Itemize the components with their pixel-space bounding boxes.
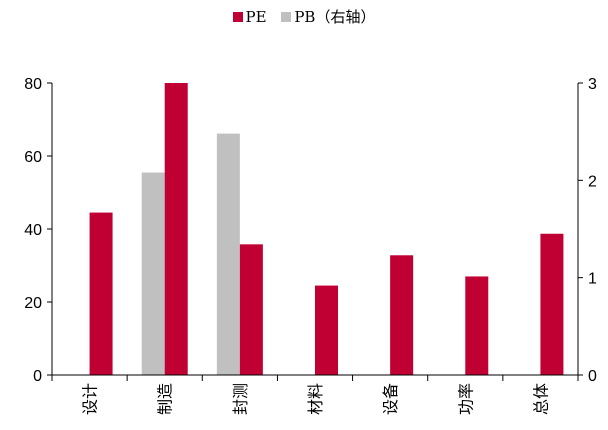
category-label-4: 设备 — [381, 383, 400, 415]
pe-bar-4 — [390, 255, 413, 375]
right-tick-label-0: 0 — [588, 368, 597, 385]
right-tick-label-1: 1 — [588, 271, 597, 288]
right-tick-label-2: 2 — [588, 173, 597, 190]
right-tick-label-3: 3 — [588, 76, 597, 93]
category-label-2: 封测 — [231, 383, 250, 415]
pb-bar-2 — [217, 134, 240, 375]
pe-bar-1 — [165, 83, 188, 375]
left-tick-label-1: 20 — [24, 295, 42, 312]
category-label-5: 功率 — [456, 383, 475, 415]
pb-bar-1 — [142, 173, 165, 375]
left-tick-label-2: 40 — [24, 222, 42, 239]
pe-bar-6 — [540, 234, 563, 375]
left-tick-label-3: 60 — [24, 149, 42, 166]
category-label-1: 制造 — [156, 383, 175, 415]
pe-bar-5 — [465, 276, 488, 375]
category-label-0: 设计 — [81, 383, 100, 415]
pe-bar-0 — [90, 213, 113, 375]
category-label-6: 总体 — [531, 383, 550, 415]
pe-bar-2 — [240, 244, 263, 375]
category-label-3: 材料 — [306, 383, 325, 415]
left-tick-label-4: 80 — [24, 76, 42, 93]
pe-bar-3 — [315, 286, 338, 375]
left-tick-label-0: 0 — [33, 368, 42, 385]
